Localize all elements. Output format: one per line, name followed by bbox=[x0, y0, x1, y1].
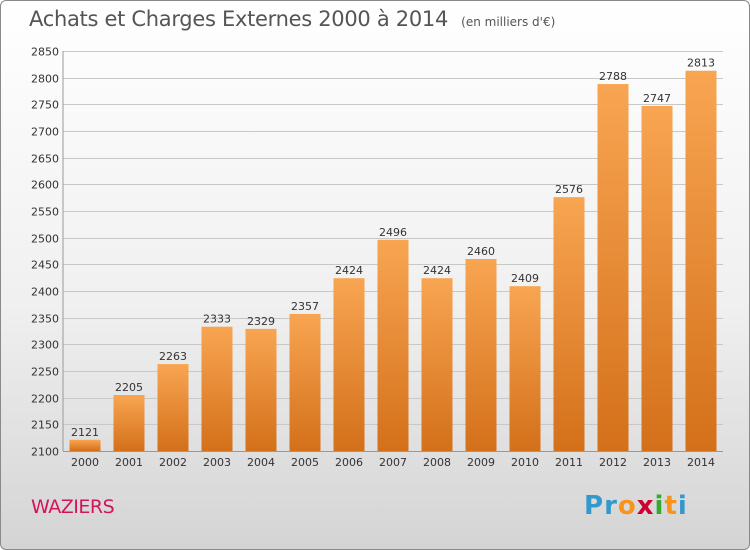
y-tick-label: 2350 bbox=[31, 313, 59, 326]
bar-value-label: 2813 bbox=[687, 57, 715, 70]
y-tick-label: 2700 bbox=[31, 126, 59, 139]
bar-value-label: 2424 bbox=[423, 264, 451, 277]
bar bbox=[245, 328, 277, 451]
bar bbox=[465, 259, 497, 451]
y-tick-label: 2550 bbox=[31, 206, 59, 219]
x-tick-label: 2014 bbox=[687, 456, 715, 469]
bars: 2121 2205 2263 2333 2329 2357 2424 2496 2424 2460… bbox=[69, 57, 717, 452]
x-tick-label: 2008 bbox=[423, 456, 451, 469]
commune-name: WAZIERS bbox=[31, 496, 115, 518]
bar bbox=[553, 197, 585, 451]
bar bbox=[69, 439, 101, 451]
bar-value-label: 2788 bbox=[599, 70, 627, 83]
x-tick-label: 2000 bbox=[71, 456, 99, 469]
chart-title: Achats et Charges Externes 2000 à 2014 bbox=[29, 7, 449, 31]
bar bbox=[685, 70, 717, 451]
bar bbox=[333, 278, 365, 451]
logo-letter: o bbox=[617, 491, 637, 521]
bar bbox=[641, 105, 673, 451]
y-tick-label: 2150 bbox=[31, 419, 59, 432]
bar-value-label: 2496 bbox=[379, 226, 407, 239]
bar-value-label: 2357 bbox=[291, 300, 319, 313]
bar bbox=[377, 239, 409, 451]
bar-value-label: 2424 bbox=[335, 264, 363, 277]
y-tick-label: 2250 bbox=[31, 366, 59, 379]
y-tick-label: 2750 bbox=[31, 99, 59, 112]
x-axis: 2000 2001 2002 2003 2004 2005 2006 2007 2008 2009… bbox=[63, 451, 723, 469]
x-tick-label: 2007 bbox=[379, 456, 407, 469]
y-tick-label: 2500 bbox=[31, 233, 59, 246]
x-tick-label: 2005 bbox=[291, 456, 319, 469]
x-tick-label: 2004 bbox=[247, 456, 275, 469]
x-tick-label: 2012 bbox=[599, 456, 627, 469]
bar-value-label: 2747 bbox=[643, 92, 671, 105]
x-tick-label: 2009 bbox=[467, 456, 495, 469]
y-tick-label: 2800 bbox=[31, 73, 59, 86]
bar-value-label: 2205 bbox=[115, 381, 143, 394]
x-tick-label: 2010 bbox=[511, 456, 539, 469]
y-tick-label: 2650 bbox=[31, 153, 59, 166]
bar bbox=[597, 84, 629, 452]
logo-letter: P bbox=[584, 491, 605, 521]
y-tick-label: 2450 bbox=[31, 259, 59, 272]
x-tick-label: 2003 bbox=[203, 456, 231, 469]
y-axis: 2100 2150 2200 2250 2300 2350 2400 2450 2500 2550… bbox=[31, 46, 64, 459]
bar-value-label: 2576 bbox=[555, 183, 583, 196]
y-tick-label: 2300 bbox=[31, 339, 59, 352]
y-tick-label: 2100 bbox=[31, 446, 59, 459]
bar-value-label: 2333 bbox=[203, 313, 231, 326]
bar-value-label: 2409 bbox=[511, 272, 539, 285]
x-tick-label: 2006 bbox=[335, 456, 363, 469]
x-tick-label: 2011 bbox=[555, 456, 583, 469]
y-tick-label: 2400 bbox=[31, 286, 59, 299]
chart-unit: (en milliers d'€) bbox=[461, 15, 556, 29]
y-tick-label: 2600 bbox=[31, 179, 59, 192]
x-tick-label: 2002 bbox=[159, 456, 187, 469]
logo-letter: x bbox=[636, 491, 655, 521]
logo-letter: i bbox=[677, 491, 688, 521]
bar bbox=[421, 278, 453, 451]
logo-letter: r bbox=[604, 491, 618, 521]
logo-letter: i bbox=[654, 491, 665, 521]
bar-value-label: 2121 bbox=[71, 426, 99, 439]
proxiti-logo[interactable]: Proxiti bbox=[584, 491, 688, 521]
bar bbox=[157, 364, 189, 451]
x-tick-label: 2013 bbox=[643, 456, 671, 469]
bar-value-label: 2329 bbox=[247, 315, 275, 328]
bar bbox=[201, 326, 233, 451]
bar-value-label: 2263 bbox=[159, 350, 187, 363]
bar-value-label: 2460 bbox=[467, 245, 495, 258]
chart-title-block: Achats et Charges Externes 2000 à 2014 (… bbox=[29, 7, 555, 31]
logo-letter: t bbox=[664, 491, 678, 521]
bar bbox=[509, 286, 541, 451]
x-tick-label: 2001 bbox=[115, 456, 143, 469]
y-tick-label: 2850 bbox=[31, 46, 59, 59]
bar bbox=[289, 313, 321, 451]
y-tick-label: 2200 bbox=[31, 393, 59, 406]
bar bbox=[113, 395, 145, 451]
